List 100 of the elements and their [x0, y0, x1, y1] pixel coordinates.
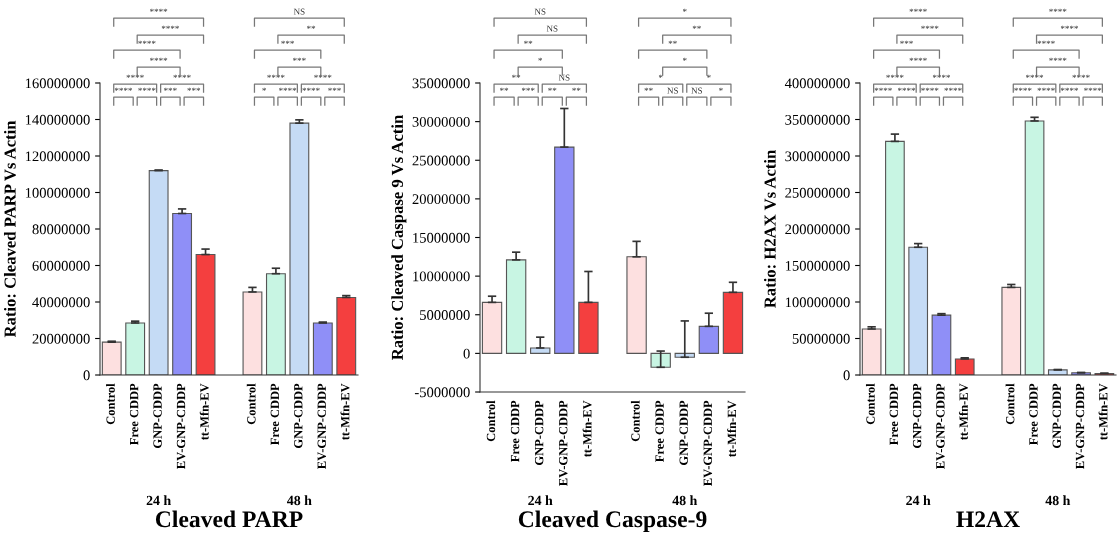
x-tick-label: Control	[1005, 383, 1015, 425]
y-tick-label: 50000000	[792, 333, 850, 344]
text: NS	[546, 25, 558, 32]
annotation: *	[262, 87, 267, 91]
text: **	[307, 25, 316, 29]
x-tick-label: EV-GNP-CDDP	[1075, 383, 1085, 469]
y-axis-title: Ratio: H2AX Vs Actin	[763, 150, 776, 308]
y-tick-label: 40000000	[32, 297, 90, 308]
text: ****	[150, 8, 168, 12]
y-tick-label: 120000000	[25, 151, 90, 162]
y-tick-label: 60000000	[32, 260, 90, 271]
y-tick-label: 250000000	[785, 187, 850, 198]
y-tick-label: 35000000	[412, 78, 470, 89]
text: NS	[558, 74, 570, 81]
x-tick-label: tt-Mfn-EV	[727, 400, 737, 458]
text: ****	[886, 74, 904, 78]
text: ****	[161, 25, 179, 29]
y-tick-label: 15000000	[413, 232, 470, 243]
text: ****	[1072, 74, 1090, 78]
text: ***	[900, 40, 913, 44]
x-tick-label: EV-GNP-CDDP	[559, 400, 568, 486]
y-tick-label: 5000000	[420, 310, 470, 320]
annotation: ****	[302, 87, 320, 91]
y-tick-label: 350000000	[785, 114, 850, 125]
x-tick-label: Free CDDP	[1029, 383, 1038, 446]
x-tick-label: EV-GNP-CDDP	[703, 400, 713, 486]
y-tick-label: 400000000	[784, 78, 850, 89]
annotation: ****	[897, 87, 916, 91]
text: ****	[150, 57, 168, 61]
x-tick-label: EV-GNP-CDDP	[176, 383, 186, 469]
y-tick-label: 0	[463, 348, 470, 359]
text: 24 h	[906, 495, 931, 505]
annotation: ****	[1060, 87, 1079, 91]
text: ****	[1049, 57, 1067, 61]
text: **	[692, 25, 701, 29]
text: ****	[126, 74, 144, 78]
y-tick-label: 20000000	[412, 194, 470, 205]
text: *	[658, 74, 663, 78]
y-tick-label: -5000000	[414, 387, 470, 398]
x-tick-label: Control	[486, 400, 496, 442]
text: **	[524, 40, 533, 44]
text: ****	[1025, 74, 1044, 78]
y-tick-label: 10000000	[413, 271, 470, 282]
x-tick-label: GNP-CDDP	[1052, 383, 1061, 448]
text: NS	[534, 8, 546, 15]
text: ****	[909, 57, 927, 61]
x-tick-label: Free CDDP	[889, 383, 899, 446]
text: ****	[921, 25, 939, 29]
text: **	[668, 40, 677, 44]
text: *	[682, 57, 687, 61]
text: ***	[281, 40, 294, 44]
text: 48 h	[1045, 495, 1071, 506]
text: *	[682, 8, 687, 12]
text: ****	[932, 74, 951, 78]
x-tick-label: Control	[630, 400, 640, 442]
annotation: **	[548, 87, 557, 91]
text: ****	[1037, 40, 1055, 44]
y-tick-label: 300000000	[785, 151, 850, 162]
x-tick-label: Control	[246, 383, 256, 425]
text: *	[707, 74, 711, 78]
annotation: ***	[164, 87, 177, 91]
y-tick-label: 30000000	[412, 116, 470, 127]
y-tick-label: 0	[843, 370, 850, 381]
text: 48 h	[287, 495, 312, 506]
y-tick-label: 100000000	[25, 187, 90, 198]
y-tick-label: 150000000	[785, 260, 850, 271]
y-axis-title: Ratio: Cleaved Caspase 9 Vs Actin	[391, 114, 407, 360]
x-tick-label: tt-Mfn-EV	[958, 383, 968, 441]
annotation: ***	[328, 87, 341, 91]
y-tick-label: 200000000	[785, 224, 850, 235]
x-tick-label: Control	[106, 383, 115, 425]
annotation: ****	[1084, 87, 1102, 91]
text: 48 h	[672, 495, 698, 506]
annotation: ****	[874, 87, 892, 91]
annotation: ***	[521, 87, 535, 91]
text: 24 h	[528, 495, 553, 505]
text: ****	[267, 74, 285, 78]
text: H2AX	[956, 511, 1020, 527]
text: ****	[314, 74, 332, 78]
y-tick-label: 80000000	[32, 224, 90, 235]
text: ****	[138, 40, 156, 44]
text: ****	[1049, 8, 1067, 12]
annotation: NS	[691, 87, 703, 94]
x-tick-label: tt-Mfn-EV	[340, 383, 350, 441]
annotation: ***	[187, 87, 201, 91]
x-tick-label: tt-Mfn-EV	[1098, 383, 1108, 441]
annotation: ****	[921, 87, 939, 91]
annotation: ****	[944, 87, 962, 91]
text: ****	[173, 74, 191, 78]
annotation: **	[572, 87, 581, 91]
text: NS	[293, 8, 305, 15]
y-tick-label: 0	[83, 370, 90, 381]
x-tick-label: GNP-CDDP	[294, 383, 303, 448]
annotation: ****	[138, 87, 156, 91]
annotation: ****	[279, 87, 297, 91]
annotation: ****	[114, 87, 133, 91]
text: ****	[909, 8, 927, 12]
y-tick-label: 140000000	[25, 114, 90, 125]
y-axis-title: Ratio: Cleaved PARP Vs Actin	[3, 120, 16, 338]
annotation: *	[719, 87, 723, 91]
